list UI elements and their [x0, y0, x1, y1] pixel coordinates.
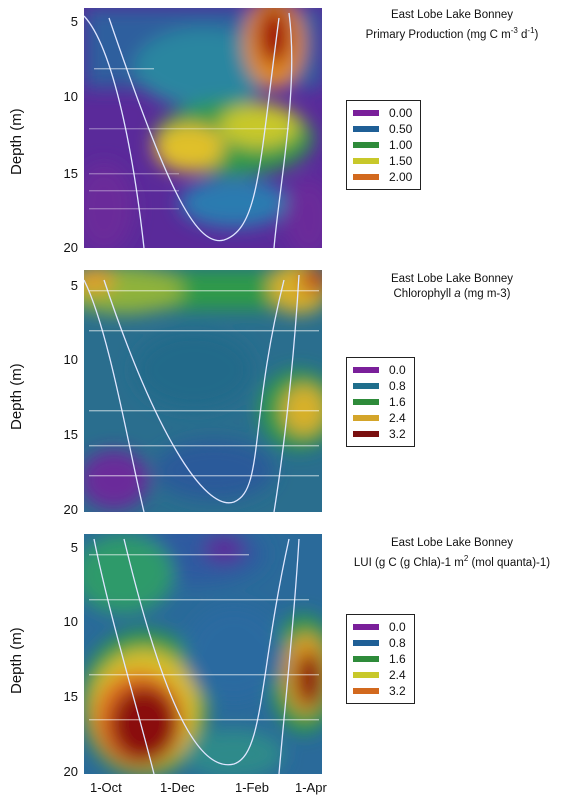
legend-swatch	[353, 126, 379, 132]
legend-label: 1.50	[389, 154, 413, 168]
title-line: East Lobe Lake Bonney	[390, 273, 514, 285]
title-text: (mg m-3)	[460, 288, 511, 300]
legend-item: 0.8	[353, 378, 406, 394]
title-sup: 2	[463, 554, 469, 563]
chart-title: East Lobe Lake Bonney Chlorophyll a (mg …	[328, 272, 576, 302]
y-axis-label: Depth (m)	[8, 627, 25, 694]
title-sup: -3	[510, 26, 518, 35]
legend-item: 1.50	[353, 153, 412, 169]
title-line: East Lobe Lake Bonney	[390, 9, 514, 21]
chart-chlorophyll: Depth (m) 5 10 15 20	[0, 262, 580, 524]
legend-swatch	[353, 399, 379, 405]
chart-title: East Lobe Lake Bonney LUI (g C (g Chla)-…	[328, 536, 576, 571]
title-text: d	[517, 28, 528, 41]
title-line: East Lobe Lake Bonney	[390, 537, 514, 549]
y-tick-label: 15	[63, 166, 78, 181]
title-italic: a	[454, 288, 461, 300]
legend-label: 2.4	[389, 411, 406, 425]
legend-item: 2.00	[353, 169, 412, 185]
y-tick-label: 20	[63, 764, 78, 779]
title-sup: -1	[527, 26, 535, 35]
title-line: LUI (g C (g Chla)-1 m2 (mol quanta)-1)	[328, 551, 576, 571]
legend-item: 0.8	[353, 635, 406, 651]
y-tick-label: 5	[70, 278, 78, 293]
legend-label: 3.2	[389, 684, 406, 698]
legend-swatch	[353, 367, 379, 373]
legend-label: 0.8	[389, 379, 406, 393]
legend-label: 1.00	[389, 138, 413, 152]
x-tick-label: 1-Apr	[295, 780, 327, 795]
legend-item: 2.4	[353, 410, 406, 426]
legend-label: 3.2	[389, 427, 406, 441]
y-tick-label: 20	[63, 240, 78, 255]
y-axis-label: Depth (m)	[8, 108, 25, 175]
y-axis-label: Depth (m)	[8, 363, 25, 430]
y-tick-label: 5	[70, 14, 78, 29]
legend-swatch	[353, 688, 379, 694]
legend-swatch	[353, 431, 379, 437]
chart-title: East Lobe Lake Bonney Primary Production…	[328, 8, 576, 43]
legend-item: 0.0	[353, 619, 406, 635]
title-text: (mol quanta)-1)	[468, 556, 551, 569]
heatmap-svg	[84, 534, 322, 774]
legend-label: 0.00	[389, 106, 413, 120]
chart-primary-production: Depth (m) 5 10 15 20	[0, 0, 580, 262]
legend-label: 0.8	[389, 636, 406, 650]
x-tick-label: 1-Oct	[90, 780, 122, 795]
legend-item: 0.50	[353, 121, 412, 137]
chart-lui: Depth (m) 5 10 15 20	[0, 524, 580, 800]
legend-item: 3.2	[353, 683, 406, 699]
x-tick-label: 1-Feb	[235, 780, 269, 795]
y-tick-label: 10	[63, 89, 78, 104]
heatmap-plot	[84, 8, 322, 248]
legend: 0.0 0.8 1.6 2.4 3.2	[346, 614, 415, 704]
title-text: Chlorophyll	[393, 288, 455, 300]
legend: 0.0 0.8 1.6 2.4 3.2	[346, 357, 415, 447]
y-tick-label: 10	[63, 614, 78, 629]
legend-label: 0.0	[389, 363, 406, 377]
legend-swatch	[353, 624, 379, 630]
y-tick-label: 10	[63, 352, 78, 367]
y-tick-label: 15	[63, 689, 78, 704]
title-line: Primary Production (mg C m-3 d-1)	[328, 23, 576, 43]
legend-label: 1.6	[389, 395, 406, 409]
legend-item: 3.2	[353, 426, 406, 442]
legend-swatch	[353, 383, 379, 389]
legend-swatch	[353, 415, 379, 421]
legend-item: 1.00	[353, 137, 412, 153]
heatmap-plot	[84, 270, 322, 512]
legend-swatch	[353, 174, 379, 180]
y-tick-label: 20	[63, 502, 78, 517]
title-text: Primary Production (mg C m	[365, 28, 511, 41]
legend-swatch	[353, 158, 379, 164]
legend-swatch	[353, 142, 379, 148]
legend-label: 0.0	[389, 620, 406, 634]
heatmap-svg	[84, 8, 322, 248]
legend-swatch	[353, 672, 379, 678]
legend-label: 2.4	[389, 668, 406, 682]
heatmap-plot	[84, 534, 322, 774]
legend-item: 0.00	[353, 105, 412, 121]
legend-item: 0.0	[353, 362, 406, 378]
legend-swatch	[353, 640, 379, 646]
legend-label: 0.50	[389, 122, 413, 136]
legend-swatch	[353, 110, 379, 116]
title-text: LUI (g C (g Chla)-1 m	[353, 556, 464, 569]
legend-label: 2.00	[389, 170, 413, 184]
legend-label: 1.6	[389, 652, 406, 666]
legend-swatch	[353, 656, 379, 662]
legend: 0.00 0.50 1.00 1.50 2.00	[346, 100, 422, 190]
heatmap-svg	[84, 270, 322, 512]
y-tick-label: 15	[63, 427, 78, 442]
y-tick-label: 5	[70, 540, 78, 555]
title-text: )	[534, 28, 539, 41]
legend-item: 1.6	[353, 651, 406, 667]
title-line: Chlorophyll a (mg m-3)	[328, 287, 576, 302]
legend-item: 2.4	[353, 667, 406, 683]
x-tick-label: 1-Dec	[160, 780, 195, 795]
legend-item: 1.6	[353, 394, 406, 410]
